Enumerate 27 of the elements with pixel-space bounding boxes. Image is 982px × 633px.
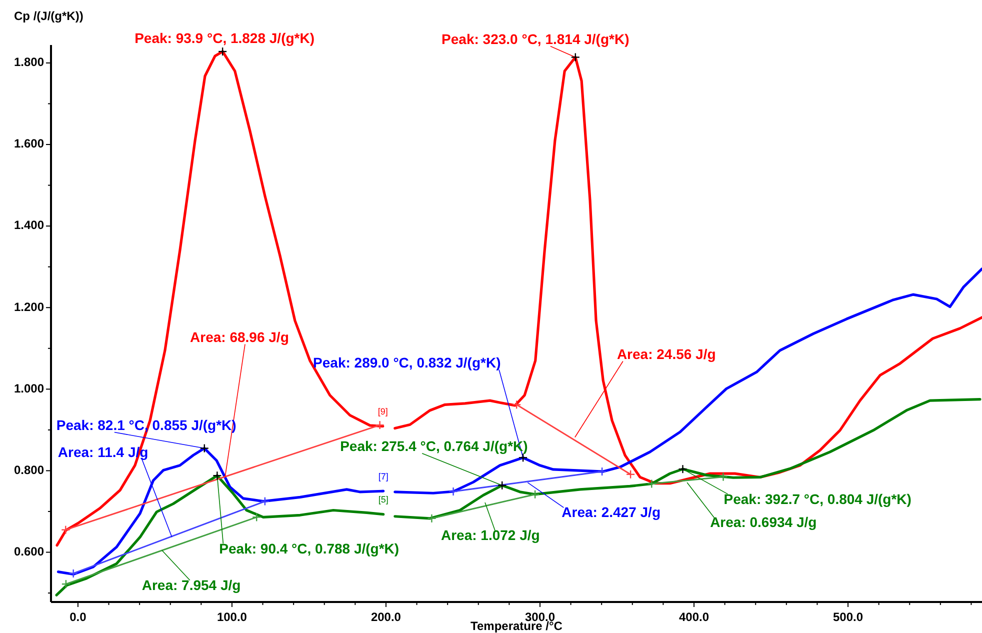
y-tick-label: 0.600: [14, 544, 44, 558]
y-tick-label: 1.000: [14, 381, 44, 396]
annotation: Area: 1.072 J/g: [441, 527, 540, 544]
annotation: Peak: 93.9 °C, 1.828 J/(g*K): [134, 30, 315, 46]
annotation: Peak: 90.4 °C, 0.788 J/(g*K): [219, 540, 400, 556]
y-tick-label: 1.400: [14, 218, 44, 232]
x-tick-label: 0.0: [70, 610, 87, 624]
annotation: Peak: 392.7 °C, 0.804 J/(g*K): [724, 490, 912, 507]
x-tick-label: 500.0: [832, 610, 864, 624]
annotation: Area: 68.96 J/g: [190, 328, 289, 345]
x-tick-label: 400.0: [678, 610, 710, 624]
annotation: Peak: 323.0 °C, 1.814 J/(g*K): [442, 30, 630, 47]
annotation: Peak: 289.0 °C, 0.832 J/(g*K): [313, 354, 501, 370]
x-tick-label: 200.0: [370, 610, 402, 624]
y-tick-label: 1.200: [14, 300, 44, 314]
y-tick-label: 1.800: [14, 55, 44, 70]
annotation: Area: 7.954 J/g: [142, 576, 241, 593]
annotation: [9]: [378, 406, 388, 417]
annotation: Area: 0.6934 J/g: [710, 514, 817, 530]
x-tick-label: 100.0: [216, 610, 248, 624]
y-tick-label: 1.600: [14, 136, 44, 151]
annotation: [5]: [378, 494, 388, 505]
annotation: Area: 24.56 J/g: [616, 346, 716, 362]
y-axis-title: Cp /(J/(g*K)): [14, 9, 84, 23]
annotation: Area: 2.427 J/g: [562, 504, 661, 520]
y-tick-label: 0.800: [14, 462, 44, 477]
annotation: [7]: [378, 471, 388, 482]
